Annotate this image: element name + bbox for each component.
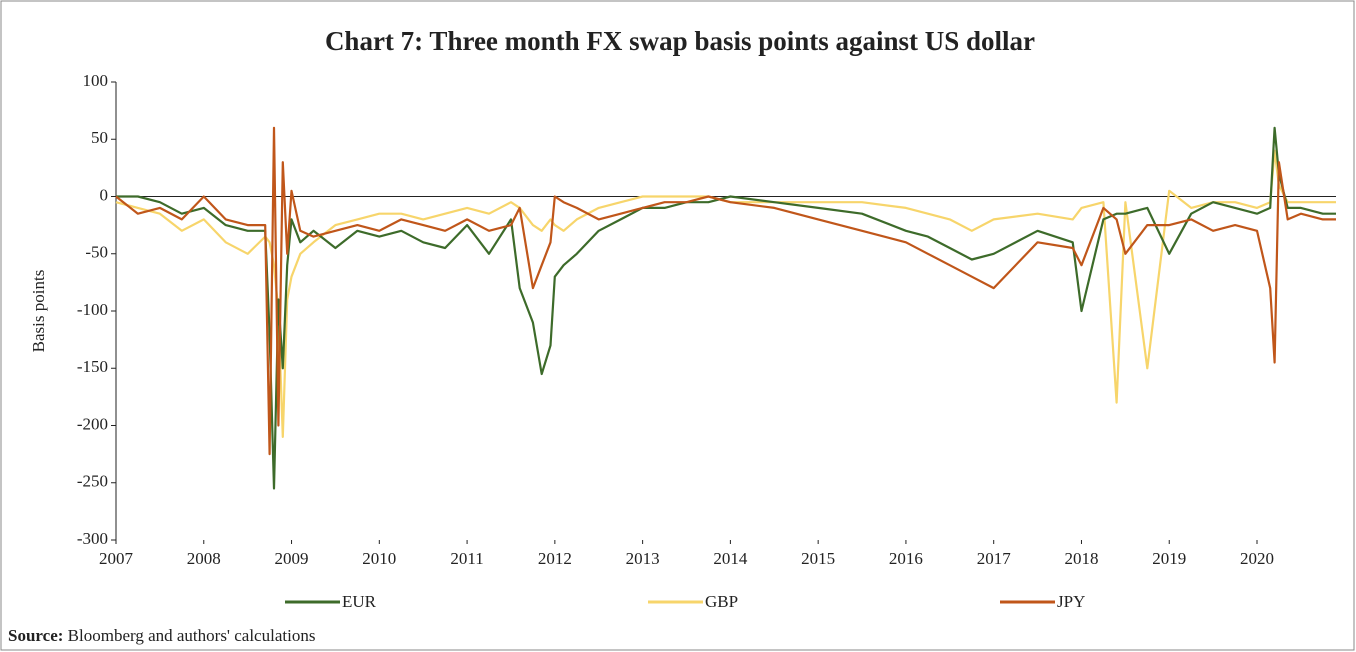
y-tick-label: -250 <box>77 472 108 491</box>
source-label: Source: <box>8 626 63 645</box>
x-tick-label: 2020 <box>1240 549 1274 568</box>
x-tick-label: 2010 <box>362 549 396 568</box>
x-tick-label: 2019 <box>1152 549 1186 568</box>
x-tick-label: 2011 <box>450 549 483 568</box>
x-tick-label: 2018 <box>1064 549 1098 568</box>
y-tick-label: 50 <box>91 128 108 147</box>
legend-label: EUR <box>342 592 377 611</box>
source: Source: Bloomberg and authors' calculati… <box>8 626 315 645</box>
x-tick-label: 2015 <box>801 549 835 568</box>
y-tick-label: -100 <box>77 300 108 319</box>
series-line <box>115 149 1336 438</box>
y-axis-label: Basis points <box>29 270 48 353</box>
y-tick-label: 0 <box>100 185 109 204</box>
x-tick-label: 2017 <box>977 549 1012 568</box>
x-tick-label: 2008 <box>187 549 221 568</box>
y-tick-label: -150 <box>77 357 108 376</box>
x-tick-label: 2009 <box>275 549 309 568</box>
legend-label: GBP <box>705 592 738 611</box>
x-tick-label: 2014 <box>713 549 748 568</box>
y-tick-label: -50 <box>85 243 108 262</box>
y-tick-label: -200 <box>77 414 108 433</box>
x-tick-label: 2007 <box>99 549 134 568</box>
x-tick-label: 2012 <box>538 549 572 568</box>
x-tick-label: 2013 <box>626 549 660 568</box>
source-text: Bloomberg and authors' calculations <box>68 626 316 645</box>
y-tick-label: 100 <box>83 71 109 90</box>
series-line <box>116 126 1336 490</box>
y-tick-label: -300 <box>77 529 108 548</box>
chart-title: Chart 7: Three month FX swap basis point… <box>325 26 1035 56</box>
legend-label: JPY <box>1057 592 1085 611</box>
series-line <box>115 126 1336 456</box>
x-tick-label: 2016 <box>889 549 923 568</box>
